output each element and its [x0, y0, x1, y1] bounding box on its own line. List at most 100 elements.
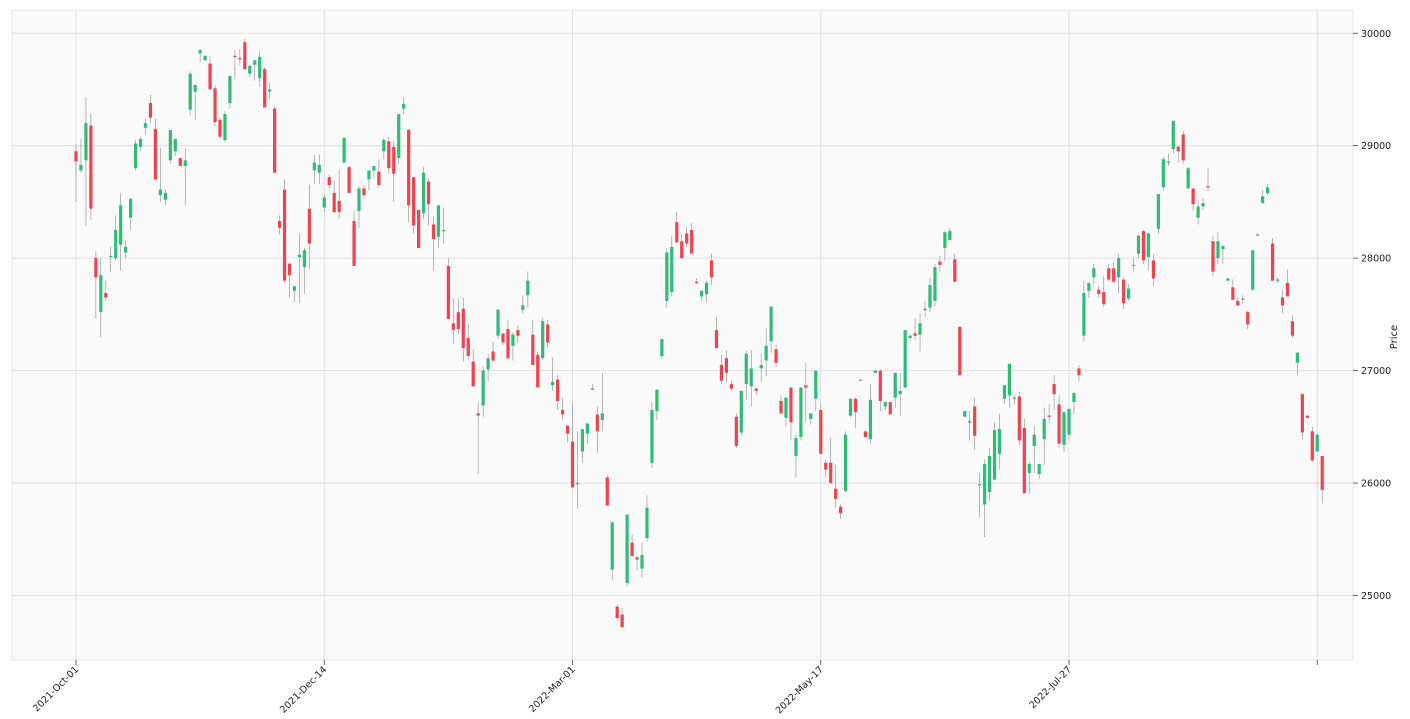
candle-body [273, 108, 277, 173]
candle [784, 397, 788, 427]
candle [337, 170, 341, 219]
candle [734, 413, 738, 449]
candle-body [873, 370, 877, 373]
candle-body [129, 198, 133, 218]
candle [799, 387, 803, 441]
candle [779, 395, 783, 415]
candle [824, 459, 828, 478]
candle-body [173, 138, 177, 152]
candle [1017, 391, 1021, 445]
candle-body [466, 337, 470, 356]
candle-body [208, 63, 212, 90]
candle-body [992, 430, 997, 480]
candle-body [824, 462, 828, 470]
candle [1097, 286, 1101, 298]
candle-body [198, 50, 202, 54]
candle [1067, 408, 1071, 440]
candle-body [997, 429, 1002, 454]
candle [124, 241, 128, 259]
candle [590, 384, 594, 390]
candle [1136, 234, 1141, 259]
candle-body [858, 379, 863, 381]
candle-body [119, 205, 123, 245]
candle-body [665, 252, 669, 301]
candle-body [496, 309, 500, 336]
candle-body [1251, 250, 1255, 290]
candle-body [814, 370, 818, 399]
candle [719, 354, 724, 385]
candle-body [575, 483, 580, 485]
x-tick-label: 2022-May-17 [774, 664, 826, 715]
candle-body [526, 280, 530, 296]
candle [282, 179, 287, 283]
candle [1171, 119, 1175, 154]
candle-body [1261, 196, 1265, 204]
candle-body [1275, 279, 1280, 281]
x-tick-label: 2021-Dec-14 [278, 664, 329, 715]
candle-body [258, 56, 262, 79]
candle [1151, 253, 1156, 287]
candle-body [397, 114, 401, 159]
candle [392, 141, 396, 202]
candle-body [888, 402, 892, 415]
candle [253, 60, 257, 81]
y-tick-label: 29000 [1361, 141, 1391, 152]
candle [759, 353, 763, 382]
candle-body [372, 165, 376, 171]
candle [749, 350, 753, 407]
candle [695, 278, 699, 285]
candle-body [809, 413, 813, 419]
candle-body [749, 368, 753, 387]
candle [362, 185, 366, 199]
candle [119, 192, 123, 271]
candle-body [1151, 260, 1156, 279]
candle-body [387, 141, 391, 169]
candle-body [377, 171, 381, 186]
candle [714, 316, 719, 349]
candle [263, 66, 267, 108]
x-tick-label: 2022-Mar-01 [527, 664, 578, 715]
candle [1300, 393, 1304, 440]
candle-body [719, 364, 724, 381]
candle-body [744, 353, 748, 385]
candle-body [709, 260, 714, 278]
candle [764, 327, 768, 377]
candle [898, 372, 902, 416]
candle [858, 379, 863, 381]
candle-body [1002, 385, 1007, 399]
candle-body [883, 402, 887, 407]
candle [863, 431, 868, 439]
candle [89, 113, 93, 220]
candle-body [1032, 434, 1036, 446]
candle [163, 189, 167, 206]
candle [466, 323, 470, 360]
candle-body [868, 399, 872, 440]
candle-body [903, 330, 907, 388]
candle [268, 82, 272, 99]
candle [1161, 156, 1165, 191]
candle [724, 350, 729, 382]
candle-body [799, 387, 803, 437]
candle [675, 212, 679, 243]
candle [1186, 167, 1190, 189]
candle [819, 404, 823, 454]
candle [670, 235, 674, 297]
candle [655, 389, 659, 421]
candle-body [347, 167, 351, 193]
candle [888, 402, 892, 415]
candle-body [933, 267, 937, 301]
candle-body [436, 205, 441, 237]
candle [94, 251, 98, 319]
candle [387, 136, 391, 174]
candle [1112, 262, 1116, 283]
candle [496, 308, 500, 340]
candle [953, 253, 957, 282]
candle [630, 534, 634, 557]
candle-body [178, 158, 182, 166]
candle-body [392, 146, 396, 174]
candle [158, 147, 163, 202]
candle-body [292, 286, 297, 291]
candle-body [1067, 408, 1071, 435]
candle-body [1077, 368, 1081, 376]
